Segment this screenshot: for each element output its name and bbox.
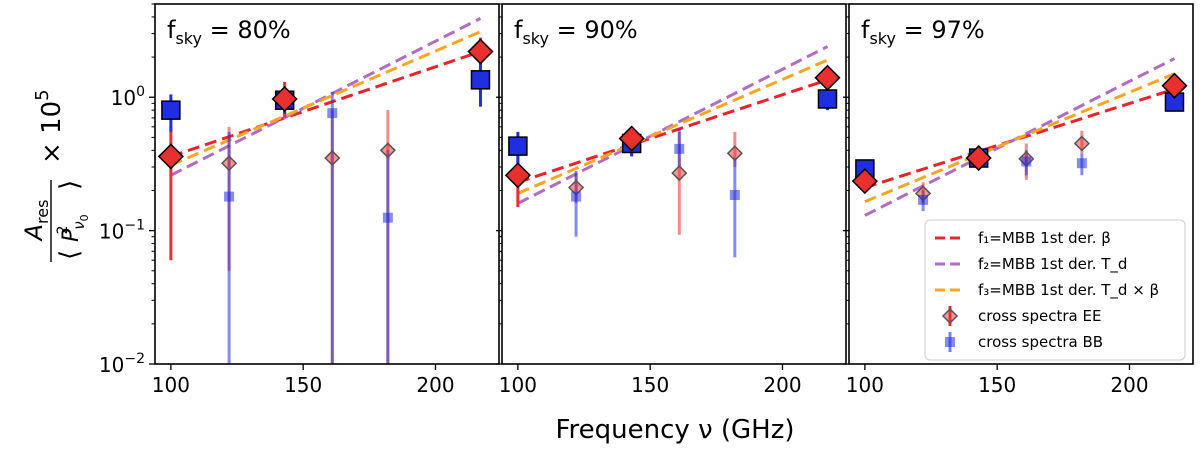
y-label-denominator: Pν02 (55, 214, 91, 242)
y-axis-label: Ares⟨Pν02⟩× 105 (20, 89, 91, 262)
panel-1-fsky-label: fsky = 80% (167, 16, 291, 48)
ee-cross-marker (221, 155, 238, 172)
bb-cross-marker (224, 191, 235, 202)
bb-cross-marker (382, 212, 393, 223)
ee-cross-marker (379, 142, 396, 159)
x-tick-label: 150 (284, 373, 322, 397)
bb-cross-marker (1076, 158, 1087, 169)
panel-3-frame (848, 3, 1194, 365)
x-tick-label: 100 (152, 373, 190, 397)
fsky-value: = 90% (549, 16, 638, 44)
fit-line-f3 (517, 58, 829, 195)
ee-auto-marker (965, 144, 992, 172)
bb-cross-marker (1021, 156, 1032, 167)
y-label-A: A (20, 224, 48, 242)
ee-cross-marker (671, 165, 688, 182)
ee-cross-marker (324, 149, 341, 167)
y-label-times-10: × 10 (37, 101, 67, 164)
legend-label-ee: cross spectra EE (978, 307, 1101, 325)
y-tick-exponent: 0 (136, 84, 145, 100)
y-tick-label: 10−2 (99, 351, 145, 377)
fsky-f: f (514, 16, 523, 44)
legend-label-bb: cross spectra BB (978, 333, 1103, 351)
x-tick-label: 200 (1110, 373, 1148, 397)
y-label-square: 2 (55, 225, 71, 234)
x-tick-label: 100 (499, 373, 537, 397)
legend-box (924, 219, 1186, 361)
fit-line-f1 (170, 50, 481, 158)
panel-3-fsky-label: fsky = 97% (861, 16, 985, 48)
y-tick-base: 10 (111, 86, 136, 110)
ee-auto-marker (271, 85, 298, 113)
ee-auto-marker (618, 125, 645, 152)
ee-auto-marker (814, 64, 841, 91)
legend-swatch-bb (945, 337, 955, 347)
x-tick-label: 150 (978, 373, 1016, 397)
y-label-nu0: 0 (78, 214, 91, 221)
y-label-times: × 105 (32, 89, 67, 164)
y-tick-exponent: −2 (124, 351, 145, 367)
bb-cross-marker (918, 194, 929, 205)
ee-auto-marker (467, 38, 494, 65)
panel-1-plot-area (157, 17, 494, 364)
fit-line-f3 (864, 72, 1176, 203)
panel-2-plot-area (504, 45, 841, 258)
x-tick-label: 100 (846, 373, 884, 397)
y-label-P: P (59, 228, 84, 242)
x-tick-label: 150 (631, 373, 669, 397)
panel-2-fsky-label: fsky = 90% (514, 16, 638, 48)
y-tick-exponent: −1 (124, 218, 145, 234)
bb-auto-marker (817, 89, 838, 109)
legend-label-f3: f₃=MBB 1st der. T_d × β (978, 281, 1159, 300)
panel-1-frame (154, 3, 500, 365)
ee-auto-marker (504, 162, 531, 189)
y-tick-base: 10 (99, 220, 124, 244)
fit-line-f1 (517, 78, 828, 184)
bb-auto-marker (470, 70, 491, 90)
ee-auto-marker (1161, 72, 1188, 99)
panel-2-frame (501, 3, 847, 365)
fsky-subscript: sky (175, 29, 202, 48)
y-label-exponent: 5 (32, 89, 53, 100)
fit-line-f3 (170, 30, 482, 167)
x-axis-label: Frequency ν (GHz) (555, 415, 794, 445)
legend: f₁=MBB 1st der. β f₂=MBB 1st der. T_d f₃=M… (924, 219, 1186, 361)
ee-auto-marker (851, 168, 878, 195)
x-tick-label: 200 (416, 373, 454, 397)
bb-cross-marker (571, 191, 582, 202)
y-label-left-angle: ⟨ (55, 250, 85, 260)
legend-swatch-ee (941, 307, 959, 325)
fit-line-f2 (517, 45, 829, 205)
legend-label-f2: f₂=MBB 1st der. T_d (978, 255, 1127, 274)
fsky-subscript: sky (522, 29, 549, 48)
y-tick-label: 100 (111, 84, 145, 110)
x-tick-label: 200 (763, 373, 801, 397)
ee-cross-marker (1073, 135, 1090, 152)
fsky-f: f (861, 16, 870, 44)
y-label-res: res (33, 200, 52, 224)
panel-3-plot-area (851, 57, 1188, 217)
y-label-right-angle: ⟩ (55, 180, 85, 190)
y-label-nu: ν (70, 221, 88, 229)
fsky-value: = 97% (896, 16, 985, 44)
bb-cross-marker (674, 143, 685, 154)
bb-auto-marker (161, 100, 181, 120)
fsky-subscript: sky (869, 29, 896, 48)
fsky-value: = 80% (202, 16, 291, 44)
bb-cross-marker (729, 189, 740, 200)
ee-auto-marker (157, 143, 184, 170)
y-tick-base: 10 (99, 353, 124, 377)
ee-cross-marker (726, 145, 743, 162)
legend-label-f1: f₁=MBB 1st der. β (978, 229, 1111, 247)
fsky-f: f (167, 16, 176, 44)
y-tick-label: 10−1 (99, 218, 145, 244)
bb-auto-marker (508, 136, 528, 156)
y-label-numerator: Ares (20, 200, 52, 243)
bb-cross-marker (327, 108, 338, 119)
